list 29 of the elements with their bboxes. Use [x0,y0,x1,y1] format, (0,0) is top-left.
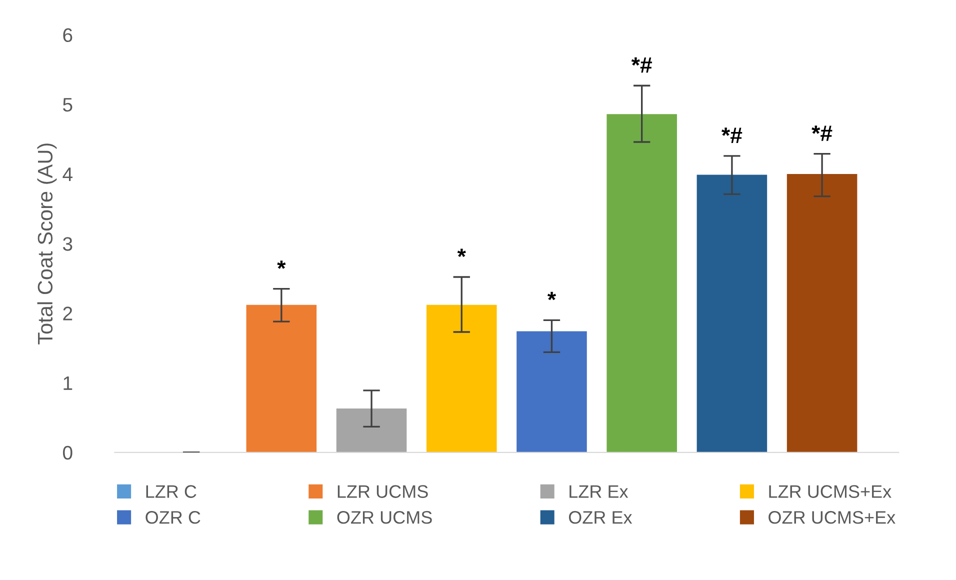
legend-label: LZR C [146,485,196,498]
data-label: * [277,260,286,269]
legend-label: OZR UCMS [337,511,432,524]
y-tick-label: 5 [63,98,72,112]
y-tick-label: 2 [63,306,72,320]
legend-label: OZR C [146,511,200,524]
bar [696,174,768,452]
legend-label: OZR Ex [568,511,632,524]
y-tick-label: 4 [62,168,72,182]
legend-label: OZR UCMS+Ex [768,511,896,524]
bar [336,408,407,452]
data-label: * [547,292,556,300]
bar [786,174,858,452]
legend-label: LZR UCMS+Ex [769,485,892,498]
y-tick-label: 0 [63,446,72,460]
bar [426,304,497,452]
data-label: *# [722,128,742,143]
y-axis-title: Total Coat Score (AU) [37,144,57,344]
bar [516,331,587,452]
y-tick-label: 3 [62,237,72,251]
data-label: *# [631,57,652,73]
y-tick-label: 6 [63,28,72,42]
legend-label: LZR UCMS [338,485,428,498]
bar [246,304,317,452]
bar [606,114,677,452]
legend-label: LZR Ex [570,485,628,498]
data-label: *# [812,126,832,141]
y-tick-label: 1 [64,376,72,390]
data-label: * [457,248,466,258]
